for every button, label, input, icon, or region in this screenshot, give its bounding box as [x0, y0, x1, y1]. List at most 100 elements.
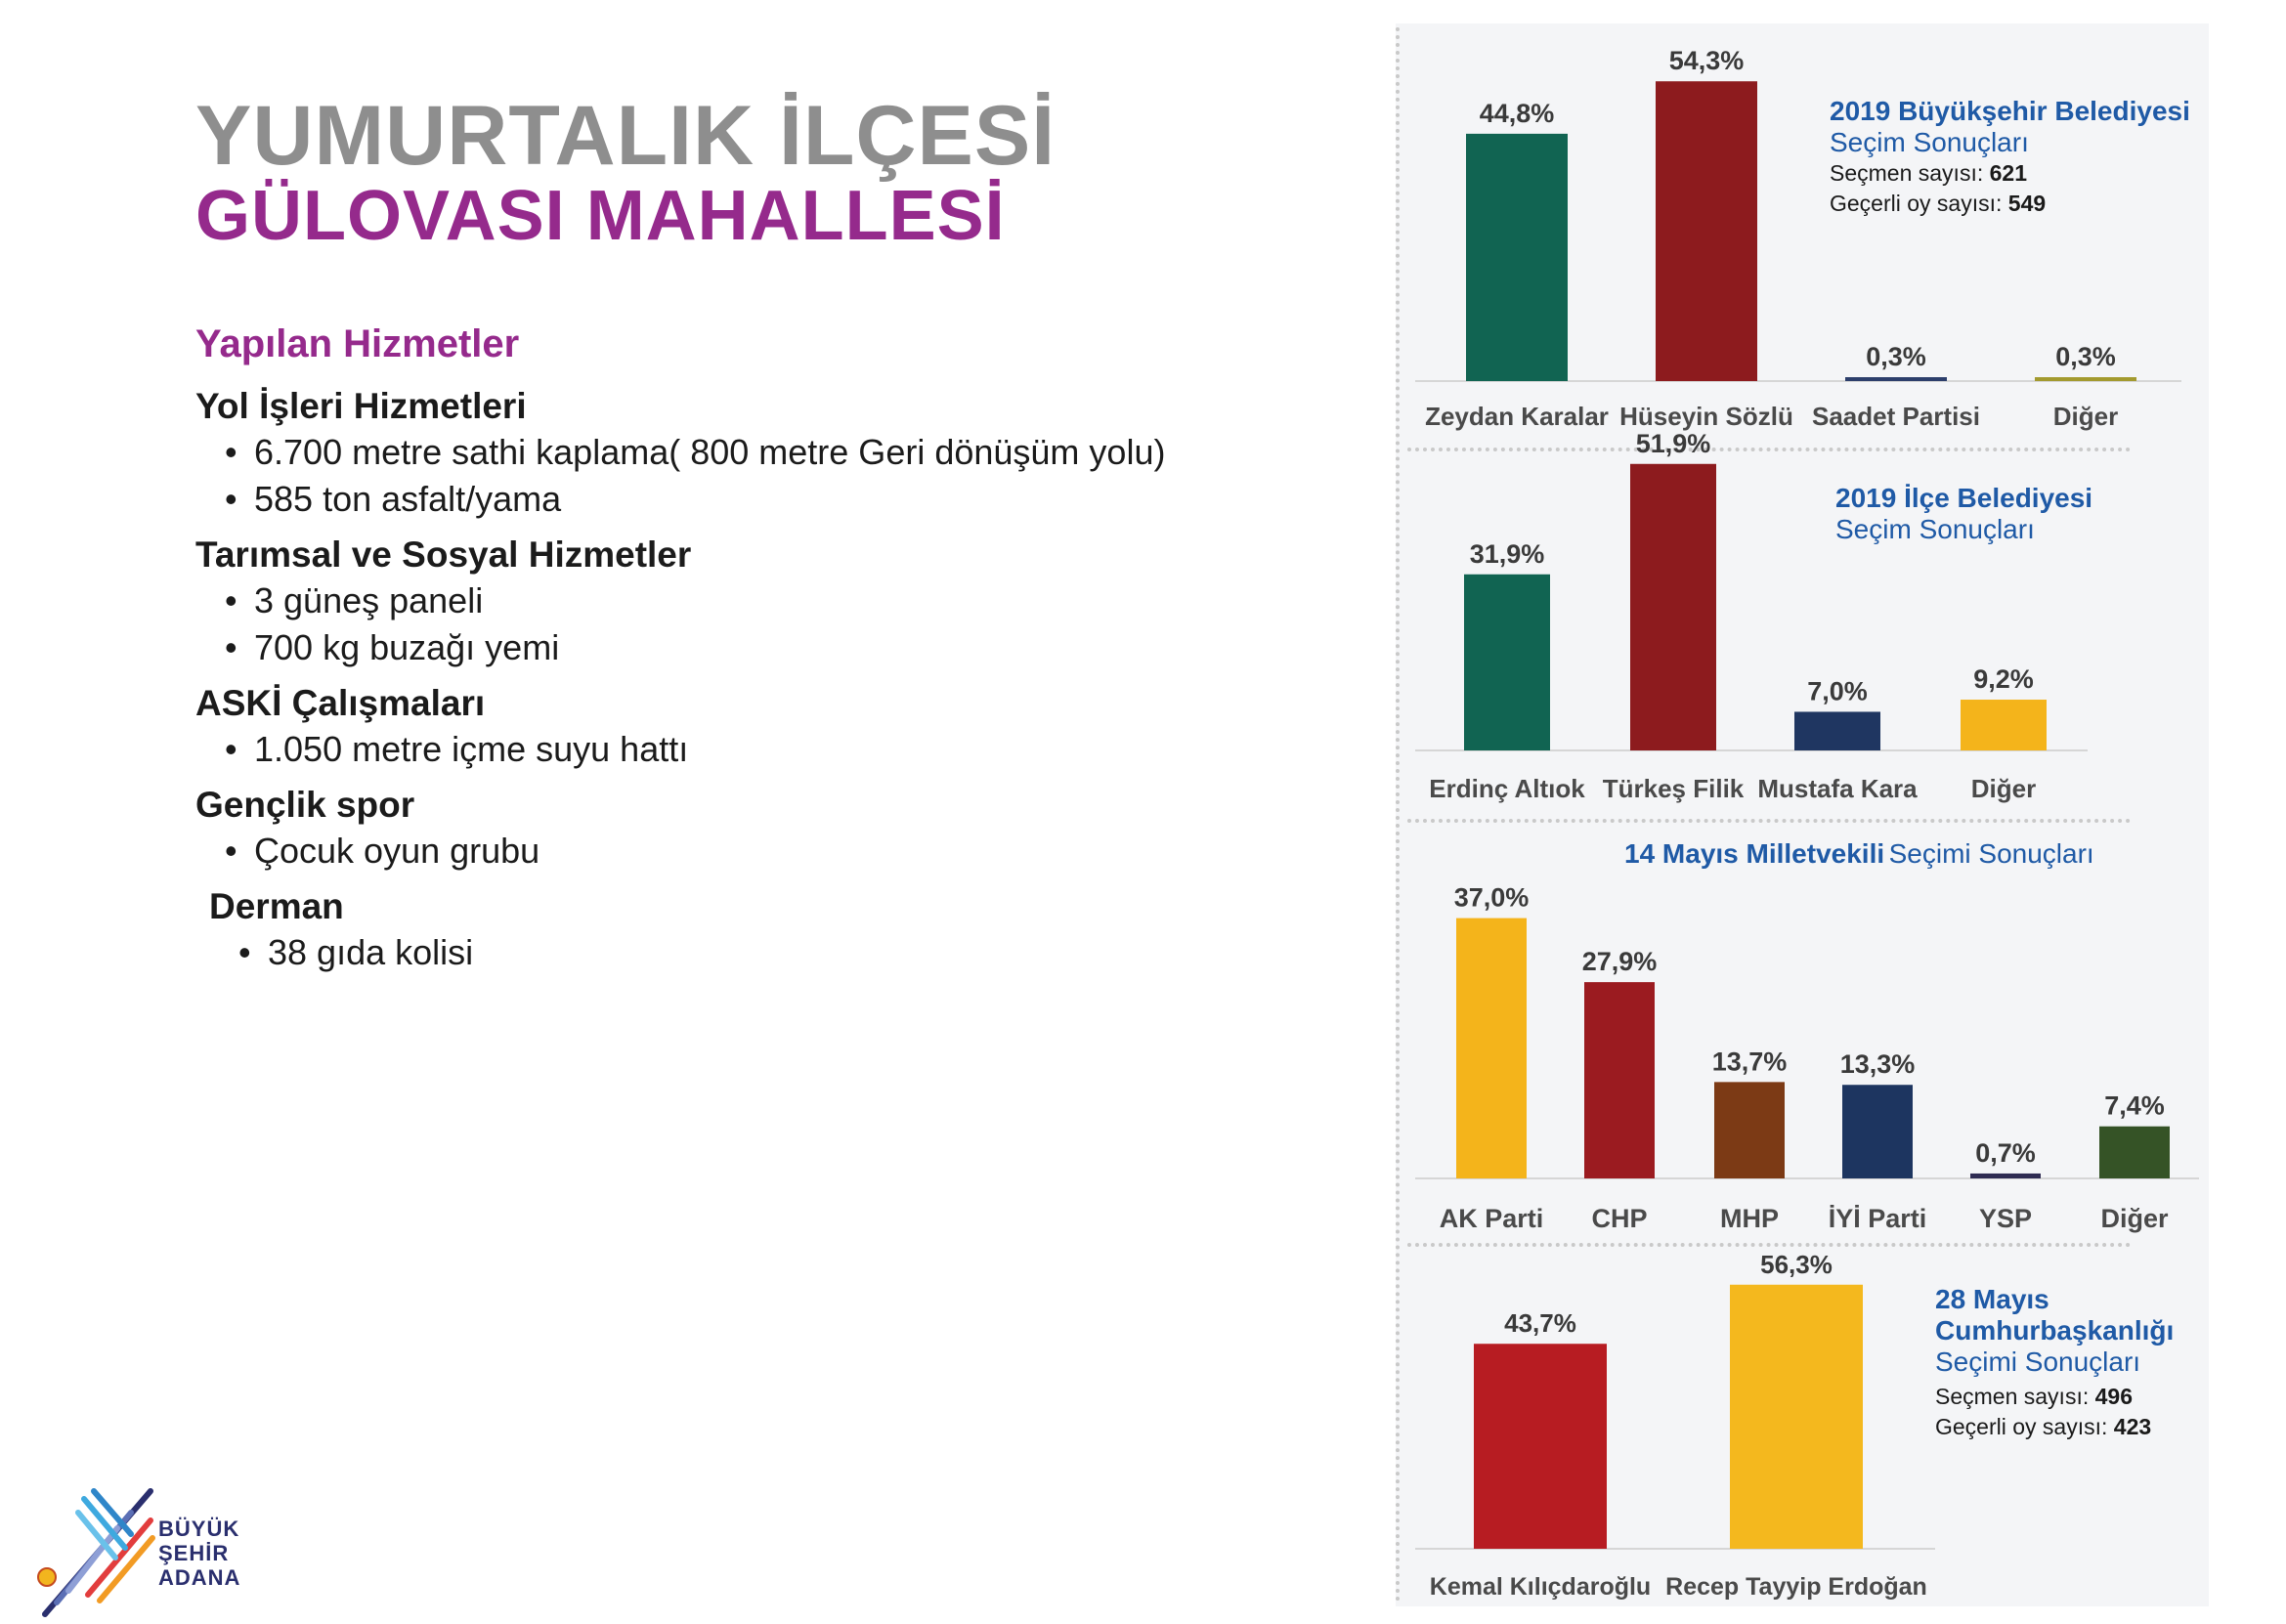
bar — [1464, 574, 1550, 750]
list-item: 3 güneş paneli — [225, 577, 1319, 624]
category-label: Diğer — [2100, 1204, 2169, 1233]
chart-1-info: 2019 Büyükşehir Belediyesi Seçim Sonuçla… — [1830, 96, 2190, 219]
bar — [1456, 918, 1527, 1178]
services-block: Yapılan Hizmetler Yol İşleri Hizmetleri … — [195, 322, 1319, 988]
category-label: MHP — [1720, 1204, 1779, 1233]
chart-2-info: 2019 İlçe Belediyesi Seçim Sonuçları — [1835, 483, 2092, 545]
logo-line: ADANA — [158, 1565, 241, 1590]
chart-4-info: 28 Mayıs Cumhurbaşkanlığı Seçimi Sonuçla… — [1935, 1284, 2175, 1442]
stat-line: Geçerli oy sayısı: 423 — [1935, 1412, 2170, 1442]
data-label: 51,9% — [1636, 429, 1711, 458]
bar — [1842, 1085, 1913, 1178]
category-label: CHP — [1591, 1204, 1647, 1233]
service-section-derman: Derman 38 gıda kolisi — [209, 886, 1319, 976]
title-line-2: GÜLOVASI MAHALLESİ — [195, 177, 1006, 255]
chart-separator — [1407, 1243, 2131, 1247]
stat-line: Geçerli oy sayısı: 549 — [1830, 189, 2190, 219]
bar — [1466, 133, 1568, 381]
data-label: 44,8% — [1480, 99, 1555, 128]
data-label: 0,3% — [2055, 342, 2116, 371]
data-label: 54,3% — [1669, 46, 1745, 75]
service-section-agri: Tarımsal ve Sosyal Hizmetler 3 güneş pan… — [195, 534, 1319, 671]
stat-label: Geçerli oy sayısı: — [1935, 1414, 2108, 1439]
stat-line: Seçmen sayısı: 496 — [1935, 1382, 2170, 1412]
category-label: Mustafa Kara — [1757, 774, 1918, 803]
list-item: 38 gıda kolisi — [238, 929, 1319, 976]
data-label: 43,7% — [1504, 1308, 1576, 1338]
section-list: 3 güneş paneli 700 kg buzağı yemi — [195, 577, 1319, 671]
category-label: Recep Tayyip Erdoğan — [1665, 1573, 1927, 1601]
chart-subtitle: Seçimi Sonuçları — [1935, 1346, 2141, 1377]
section-title: ASKİ Çalışmaları — [195, 683, 486, 723]
chart-1: 44,8% Zeydan Karalar 54,3% Hüseyin Sözlü 0,3… — [1415, 46, 2181, 431]
category-label: Zeydan Karalar — [1425, 402, 1609, 431]
list-item: Çocuk oyun grubu — [225, 828, 1319, 875]
panel-divider — [1396, 27, 1400, 1603]
list-item: 6.700 metre sathi kaplama( 800 metre Ger… — [225, 429, 1319, 476]
chart-2: 31,9% Erdinç Altıok 51,9% Türkeş Filik 7,0% M… — [1415, 429, 2088, 803]
data-label: 27,9% — [1582, 947, 1658, 976]
bar — [1656, 81, 1757, 381]
chart-subtitle: Seçimi Sonuçları — [1888, 838, 2094, 869]
category-label: AK Parti — [1440, 1204, 1544, 1233]
chart-separator — [1407, 819, 2131, 823]
stat-value: 621 — [1989, 160, 2027, 186]
data-label: 13,7% — [1712, 1047, 1788, 1076]
adana-logo-icon — [37, 1488, 155, 1617]
category-label: Kemal Kılıçdaroğlu — [1430, 1573, 1651, 1601]
bar — [1845, 377, 1947, 381]
data-label: 0,3% — [1866, 342, 1926, 371]
bar — [2099, 1126, 2170, 1178]
data-label: 7,4% — [2104, 1091, 2165, 1121]
category-label: Erdinç Altıok — [1429, 774, 1585, 803]
logo-line: BÜYÜK — [158, 1517, 240, 1541]
stat-label: Seçmen sayısı: — [1830, 160, 1984, 186]
section-list: 6.700 metre sathi kaplama( 800 metre Ger… — [195, 429, 1319, 523]
category-label: İYİ Parti — [1829, 1204, 1927, 1233]
stat-label: Seçmen sayısı: — [1935, 1384, 2090, 1409]
section-title: Gençlik spor — [195, 785, 415, 825]
service-section-road: Yol İşleri Hizmetleri 6.700 metre sathi … — [195, 386, 1319, 523]
bar — [2035, 377, 2136, 381]
data-label: 7,0% — [1807, 676, 1868, 705]
chart-3: 37,0% AK Parti 27,9% CHP 13,7% MHP 13,3% İYİ Pa… — [1415, 883, 2199, 1233]
section-list: Çocuk oyun grubu — [195, 828, 1319, 875]
list-item: 1.050 metre içme suyu hattı — [225, 726, 1319, 773]
bar — [1584, 982, 1655, 1178]
data-label: 56,3% — [1760, 1250, 1833, 1279]
chart-3-info: 14 Mayıs Milletvekili Seçimi Sonuçları — [1624, 838, 2094, 870]
chart-subtitle: Seçim Sonuçları — [1830, 127, 2029, 157]
stat-line: Seçmen sayısı: 621 — [1830, 158, 2190, 189]
data-label: 31,9% — [1470, 539, 1545, 569]
title-line-1: YUMURTALIK İLÇESİ — [195, 89, 1057, 183]
chart-title: 2019 İlçe Belediyesi — [1835, 483, 2093, 513]
data-label: 13,3% — [1840, 1049, 1916, 1079]
list-item: 700 kg buzağı yemi — [225, 624, 1319, 671]
category-label: Türkeş Filik — [1603, 774, 1745, 803]
section-title: Tarımsal ve Sosyal Hizmetler — [195, 534, 692, 575]
bar — [1730, 1284, 1863, 1549]
section-title: Derman — [209, 886, 344, 926]
category-label: Hüseyin Sözlü — [1619, 402, 1793, 431]
stat-value: 549 — [2007, 191, 2047, 216]
service-section-aski: ASKİ Çalışmaları 1.050 metre içme suyu h… — [195, 683, 1319, 773]
category-label: Diğer — [1971, 774, 2036, 803]
chart-subtitle: Seçim Sonuçları — [1835, 514, 2035, 544]
bar — [1714, 1082, 1785, 1178]
bar — [1794, 711, 1880, 750]
chart-title: 2019 Büyükşehir Belediyesi — [1830, 96, 2190, 126]
list-item: 585 ton asfalt/yama — [225, 476, 1319, 523]
chart-separator — [1407, 448, 2131, 451]
services-heading: Yapılan Hizmetler — [195, 322, 520, 365]
stat-value: 496 — [2094, 1384, 2133, 1409]
bar — [1970, 1173, 2041, 1178]
stat-value: 423 — [2113, 1414, 2152, 1439]
section-list: 1.050 metre içme suyu hattı — [195, 726, 1319, 773]
logo-text: BÜYÜK ŞEHİR ADANA — [158, 1517, 240, 1590]
section-title: Yol İşleri Hizmetleri — [195, 386, 527, 426]
logo-line: ŞEHİR — [158, 1541, 230, 1565]
bar — [1961, 700, 2047, 750]
section-list: 38 gıda kolisi — [209, 929, 1319, 976]
chart-title: 28 Mayıs Cumhurbaşkanlığı — [1935, 1284, 2175, 1346]
